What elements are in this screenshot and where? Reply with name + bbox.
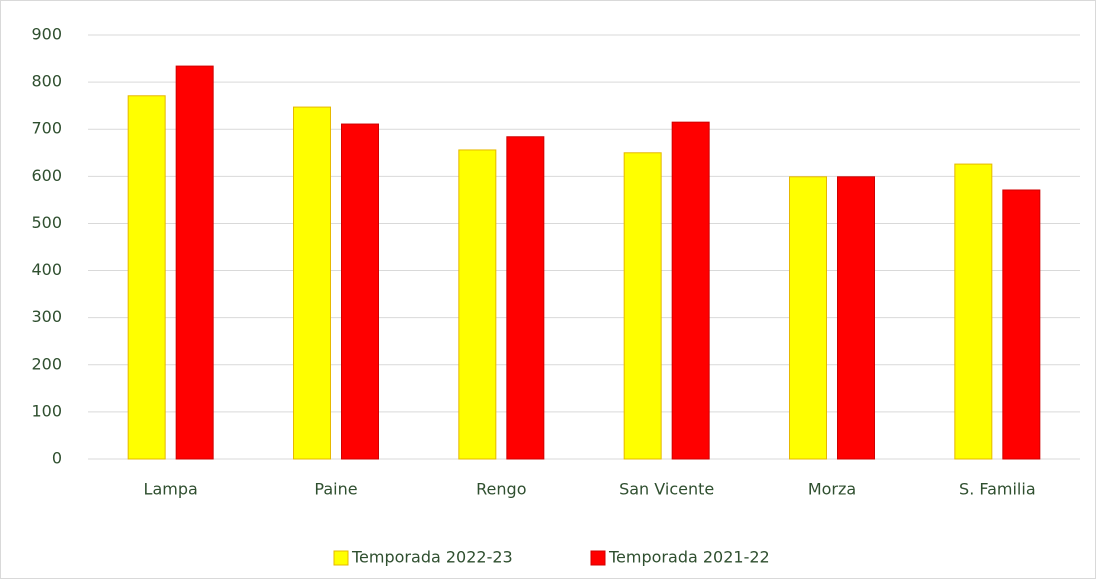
x-tick-label: Morza [808,480,856,499]
y-tick-label: 200 [31,354,62,373]
legend-label: Temporada 2021-22 [608,548,770,567]
x-tick-label: Rengo [476,480,526,499]
bar [954,163,993,460]
y-tick-label: 900 [31,25,62,44]
bar [671,121,710,460]
legend-label: Temporada 2022-23 [351,548,513,567]
y-tick-label: 800 [31,72,62,91]
x-tick-label: S. Familia [959,480,1036,499]
bar [623,152,662,460]
bar [293,106,331,460]
x-tick-label: Lampa [144,480,198,499]
y-tick-label: 500 [31,213,62,232]
bar [1002,189,1041,460]
legend-swatch [590,550,606,566]
y-tick-label: 400 [31,260,62,279]
y-tick-label: 100 [31,401,62,420]
x-tick-label: Paine [314,480,357,499]
bar [127,95,166,460]
bar [789,176,827,460]
y-tick-label: 0 [52,449,62,468]
bar [341,123,379,460]
bar [458,149,497,460]
x-tick-label: San Vicente [619,480,714,499]
bar [175,65,214,460]
legend-swatch [333,550,349,566]
bar [837,176,875,460]
y-tick-label: 600 [31,166,62,185]
bar [506,136,545,460]
y-tick-label: 700 [31,119,62,138]
y-tick-label: 300 [31,307,62,326]
